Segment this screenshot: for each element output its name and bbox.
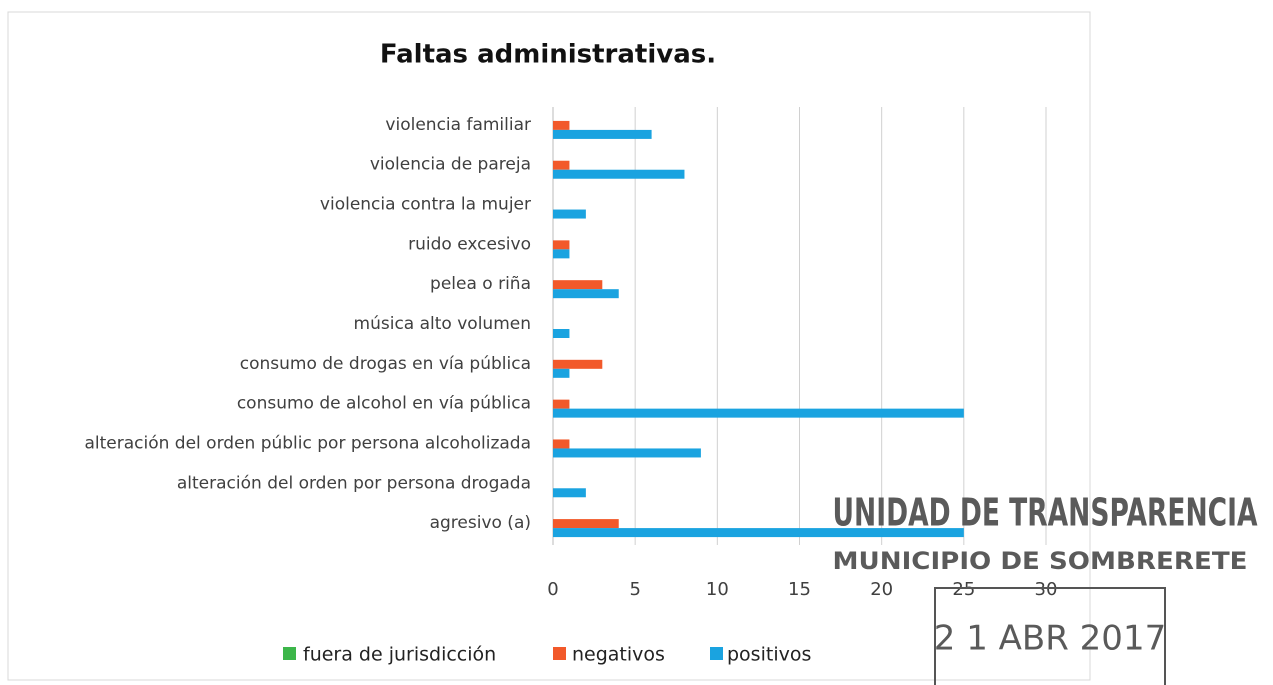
x-tick-label: 25 [952, 579, 975, 600]
bar [553, 408, 964, 418]
y-tick-label: violencia de pareja [370, 155, 531, 175]
stamp-title: UNIDAD DE TRANSPARENCIA [833, 491, 1258, 535]
stamp-box [934, 587, 1166, 685]
bar [553, 129, 652, 139]
bar [553, 528, 964, 538]
bar [553, 448, 701, 458]
bar [553, 519, 619, 529]
y-tick-label: violencia contra la mujer [320, 195, 531, 215]
bar [553, 488, 586, 498]
legend-label: negativos [572, 644, 665, 666]
bar [553, 399, 570, 409]
y-tick-label: ruido excesivo [408, 234, 531, 254]
stamp-date: 2 1 ABR 2017 [934, 619, 1166, 659]
legend-label: fuera de jurisdicción [303, 644, 496, 666]
y-tick-label: pelea o riña [430, 274, 531, 294]
y-tick-label: agresivo (a) [430, 513, 531, 533]
bar [553, 120, 570, 130]
bar [553, 249, 570, 259]
legend-label: positivos [727, 644, 811, 666]
bar [553, 280, 603, 290]
y-tick-label: consumo de alcohol en vía pública [237, 394, 531, 414]
bar [553, 209, 586, 219]
chart-title: Faltas administrativas. [380, 40, 716, 70]
bar [553, 359, 603, 369]
legend-swatch [283, 647, 296, 660]
bar [553, 439, 570, 449]
x-tick-label: 10 [706, 579, 729, 600]
y-tick-label: música alto volumen [354, 314, 531, 334]
legend-swatch [553, 647, 566, 660]
legend-swatch [710, 647, 723, 660]
x-tick-label: 30 [1035, 579, 1058, 600]
bar [553, 289, 619, 299]
x-tick-label: 20 [870, 579, 893, 600]
bar [553, 169, 685, 179]
bar [553, 368, 570, 378]
bar [553, 240, 570, 250]
y-tick-label: violencia familiar [385, 115, 531, 135]
y-tick-label: alteración del orden por persona drogada [177, 473, 531, 493]
y-tick-label: alteración del orden públic por persona … [84, 433, 531, 453]
chart-frame [7, 11, 1091, 681]
x-tick-label: 15 [788, 579, 811, 600]
x-tick-label: 0 [547, 579, 558, 600]
x-tick-label: 5 [629, 579, 640, 600]
y-tick-label: consumo de drogas en vía pública [240, 354, 531, 374]
bar [553, 160, 570, 170]
stamp-subtitle: MUNICIPIO DE SOMBRERETE [833, 547, 1248, 575]
bar [553, 329, 570, 338]
